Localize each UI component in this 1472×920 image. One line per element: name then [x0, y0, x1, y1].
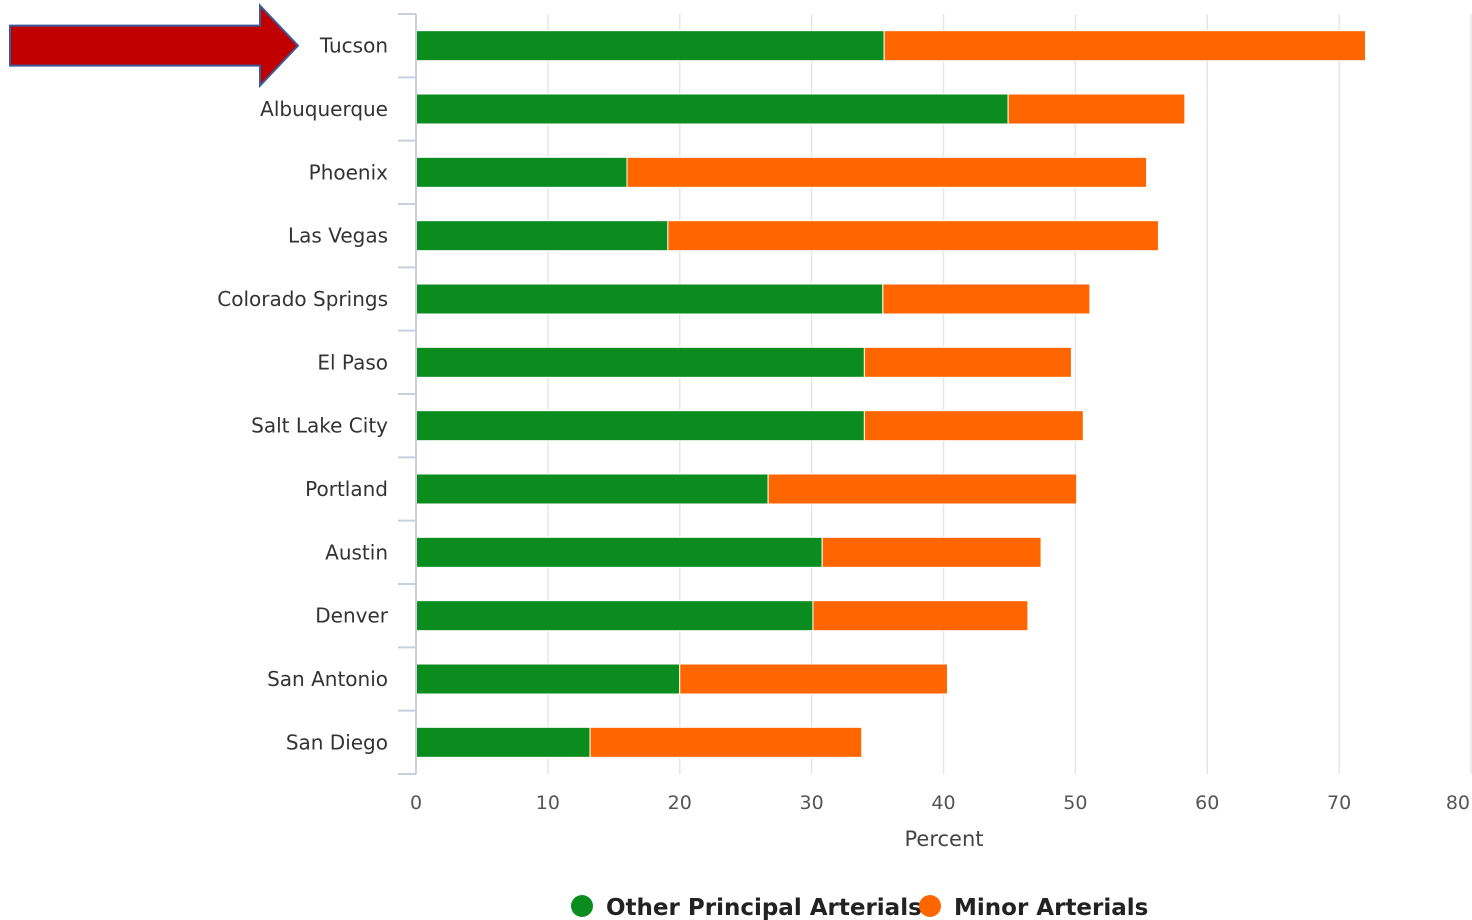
bar-san-antonio-series-0[interactable]: [415, 663, 681, 695]
highlight-arrow: [9, 3, 300, 89]
category-label: San Diego: [286, 730, 388, 754]
gridlines: [547, 14, 1472, 774]
bar-las-vegas-series-0[interactable]: [415, 220, 669, 252]
x-tick-label: 80: [1446, 792, 1470, 814]
bar-colorado-springs-series-0[interactable]: [415, 283, 884, 315]
category-label: Colorado Springs: [217, 287, 388, 311]
category-label: Albuquerque: [260, 97, 388, 121]
bar-las-vegas-series-1[interactable]: [667, 220, 1159, 252]
bar-san-diego-series-1[interactable]: [589, 726, 863, 758]
x-tick-label: 60: [1195, 792, 1219, 814]
legend-marker-icon: [919, 895, 941, 917]
bar-colorado-springs-series-1[interactable]: [882, 283, 1091, 315]
x-tick-labels: 0 10 20 30 40 50 60 70 80: [410, 792, 1470, 814]
arrow-right-icon: [9, 3, 300, 89]
x-axis-title: Percent: [904, 827, 983, 851]
x-tick-label: 10: [536, 792, 560, 814]
legend: Other Principal Arterials Minor Arterials: [571, 895, 1148, 920]
category-label: Phoenix: [309, 160, 389, 184]
bar-austin-series-0[interactable]: [415, 536, 823, 568]
x-tick-label: 40: [931, 792, 955, 814]
bar-denver-series-0[interactable]: [415, 600, 814, 632]
bar-phoenix-series-1[interactable]: [626, 156, 1148, 188]
legend-marker-icon: [571, 895, 593, 917]
bar-el-paso-series-0[interactable]: [415, 346, 865, 378]
category-label: Portland: [305, 477, 388, 501]
x-tick-label: 70: [1327, 792, 1351, 814]
category-label: El Paso: [317, 350, 388, 374]
legend-label: Other Principal Arterials: [606, 895, 922, 920]
bar-denver-series-1[interactable]: [812, 600, 1029, 632]
bar-el-paso-series-1[interactable]: [863, 346, 1072, 378]
x-tick-label: 0: [410, 792, 422, 814]
axes: [398, 13, 417, 775]
bar-albuquerque-series-0[interactable]: [415, 93, 1009, 125]
category-label: Austin: [325, 540, 388, 564]
bar-portland-series-0[interactable]: [415, 473, 769, 505]
legend-label: Minor Arterials: [954, 895, 1148, 920]
bar-salt-lake-city-series-1[interactable]: [863, 410, 1084, 442]
bar-austin-series-1[interactable]: [821, 536, 1042, 568]
legend-item-0[interactable]: Other Principal Arterials: [571, 895, 922, 920]
bar-san-antonio-series-1[interactable]: [679, 663, 948, 695]
x-tick-label: 50: [1063, 792, 1087, 814]
x-tick-label: 30: [800, 792, 824, 814]
category-label: Tucson: [319, 34, 388, 58]
category-labels: Tucson Albuquerque Phoenix Las Vegas Colorad…: [217, 34, 389, 755]
bar-salt-lake-city-series-0[interactable]: [415, 410, 865, 442]
bar-tucson-series-0[interactable]: [415, 30, 885, 62]
bar-san-diego-series-0[interactable]: [415, 726, 591, 758]
category-label: Denver: [315, 604, 389, 628]
bar-portland-series-1[interactable]: [767, 473, 1078, 505]
bar-tucson-series-1[interactable]: [883, 30, 1366, 62]
bars: [415, 30, 1366, 758]
bar-phoenix-series-0[interactable]: [415, 156, 628, 188]
bar-albuquerque-series-1[interactable]: [1007, 93, 1186, 125]
category-label: Las Vegas: [288, 224, 388, 248]
legend-item-1[interactable]: Minor Arterials: [919, 895, 1148, 920]
category-label: Salt Lake City: [251, 414, 388, 438]
category-label: San Antonio: [267, 667, 388, 691]
x-tick-label: 20: [668, 792, 692, 814]
